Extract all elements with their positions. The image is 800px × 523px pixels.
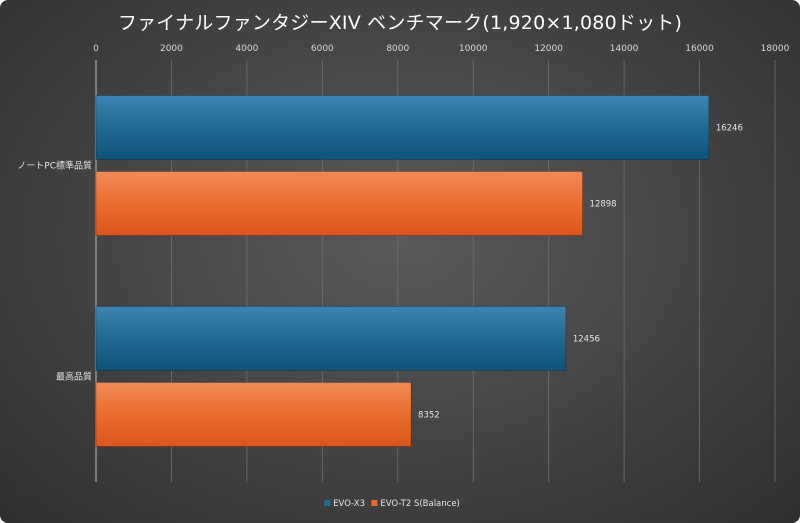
bar-evo-x3-2 — [95, 306, 567, 371]
legend-label: EVO-T2 S(Balance) — [380, 499, 459, 509]
legend-label: EVO-X3 — [333, 499, 365, 509]
x-tick-label: 18000 — [761, 44, 790, 54]
data-label: 12898 — [590, 200, 617, 210]
x-tick-label: 16000 — [685, 44, 714, 54]
bar-evo-t2-s-balance-1 — [95, 171, 583, 236]
category-label: ノートPC標準品質 — [17, 160, 92, 172]
x-tick-label: 10000 — [459, 44, 488, 54]
legend-swatch — [324, 500, 331, 506]
data-label: 8352 — [418, 411, 440, 421]
bar-evo-t2-s-balance-2 — [95, 382, 412, 447]
x-tick-label: 2000 — [160, 44, 183, 54]
x-tick-label: 12000 — [534, 44, 563, 54]
category-label: 最高品質 — [56, 371, 92, 383]
chart-title: ファイナルファンタジーXIV ベンチマーク(1,920×1,080ドット) — [117, 12, 683, 34]
x-tick-label: 0 — [93, 44, 99, 54]
bar-evo-x3-1 — [95, 95, 710, 160]
data-label: 12456 — [573, 335, 600, 345]
x-tick-label: 14000 — [610, 44, 639, 54]
legend-swatch — [371, 500, 378, 506]
x-tick-label: 8000 — [386, 44, 409, 54]
data-label: 16246 — [716, 124, 743, 134]
x-tick-label: 4000 — [235, 44, 258, 54]
x-tick-label: 6000 — [311, 44, 334, 54]
